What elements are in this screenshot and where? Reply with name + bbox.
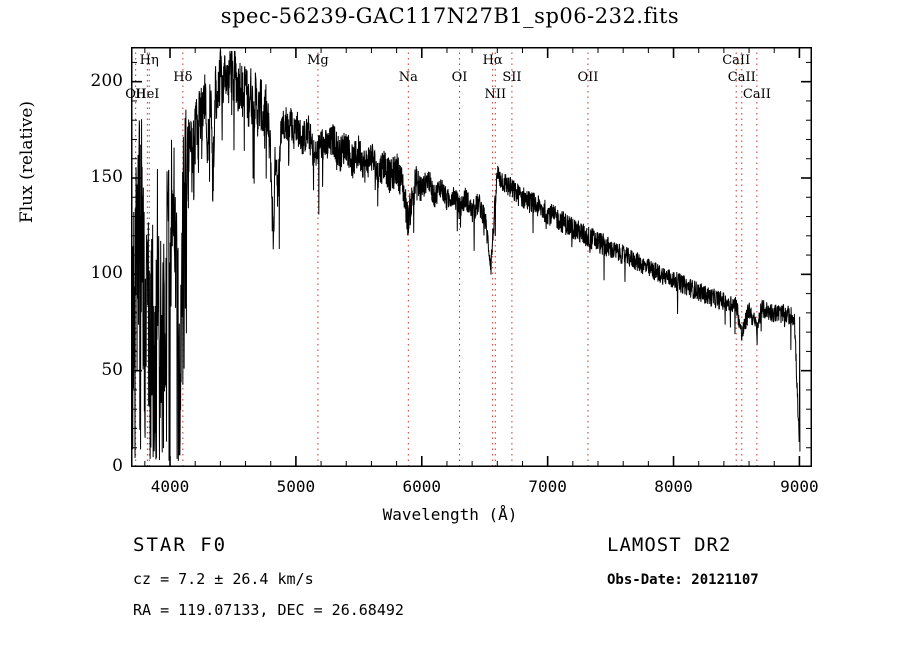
x-tick-label: 8000 [654,477,693,496]
x-tick-label: 4000 [150,477,190,496]
x-tick-label: 9000 [780,477,819,496]
spectral-line-label: CaII [722,53,751,68]
survey-release: LAMOST DR2 [607,534,732,556]
x-tick-label: 5000 [276,477,316,496]
y-tick-label: 50 [101,359,123,380]
spectrum-canvas [131,47,812,467]
spectral-line-label: Hα [482,53,503,68]
spectral-line-label: OII [577,70,599,85]
y-tick-label: 200 [90,70,123,91]
spectrum-plot [131,47,812,467]
x-tick-label: 6000 [402,477,442,496]
spectral-line-label: Hη [139,53,159,68]
spectral-line-label: Na [398,70,418,85]
spectral-line-label: Hδ [173,70,193,85]
spectral-line-label: OII [125,87,147,102]
x-axis-label: Wavelength (Å) [382,505,518,524]
page-title: spec-56239-GAC117N27B1_sp06-232.fits [220,4,680,28]
object-classification: STAR F0 [133,534,228,556]
metadata-footer: STAR F0 cz = 7.2 ± 26.4 km/s RA = 119.07… [0,530,900,640]
plot-frame [131,47,812,467]
spectral-line-label: NII [484,87,507,102]
x-tick-label: 7000 [528,477,567,496]
spectral-line-label: SII [502,70,522,85]
spectral-line-label: CaII [727,70,756,85]
spectral-line-label: OI [451,70,468,85]
y-tick-label: 100 [90,263,123,284]
sky-coordinates: RA = 119.07133, DEC = 26.68492 [133,601,404,619]
spectral-line-label: HeI [135,87,160,102]
redshift-velocity: cz = 7.2 ± 26.4 km/s [133,570,314,588]
spectral-line-label: CaII [742,87,771,102]
y-tick-label: 0 [112,456,123,476]
y-tick-label: 150 [90,167,123,187]
spectral-line-label: Mg [307,53,329,68]
observation-date: Obs-Date: 20121107 [607,572,759,588]
y-axis-label: Flux (relative) [17,100,37,224]
spectrum-trace [131,50,801,461]
